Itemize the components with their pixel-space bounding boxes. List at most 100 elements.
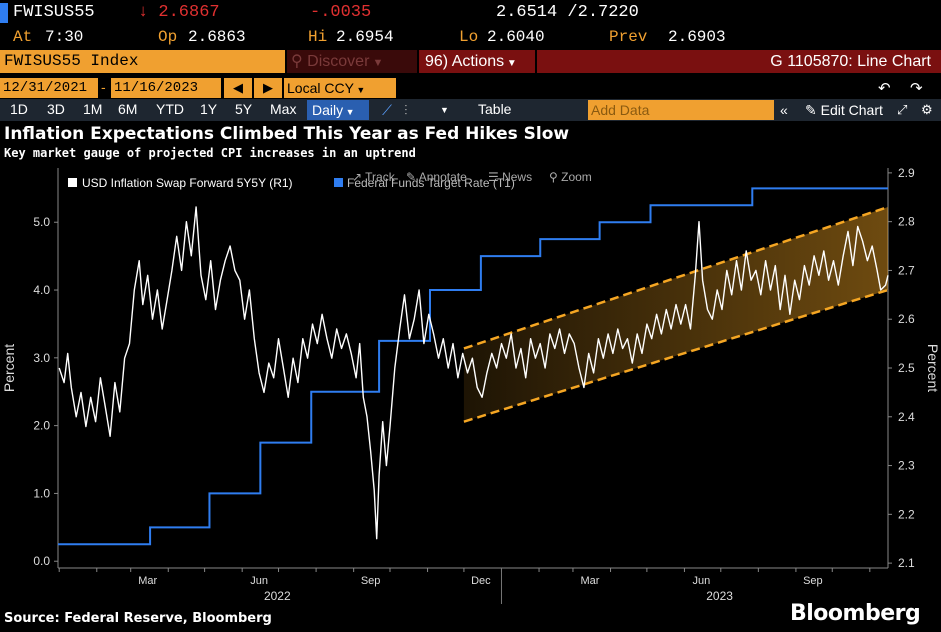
chevron-down-icon: ▼ [343,107,355,117]
period-ytd-button[interactable]: YTD [156,101,184,117]
news-tool[interactable]: ☰ News [488,170,532,184]
redo-icon[interactable]: ↷ [910,80,923,97]
prev-value: 2.6903 [668,28,726,46]
chevron-right-icon[interactable]: ▶ [254,78,282,98]
period-max-button[interactable]: Max [270,101,297,117]
x-tick-label: Jun [250,575,268,587]
ticker-marker [0,3,8,23]
ticker-bar: FWISUS55 ↓ 2.6867 -.0035 2.6514 /2.7220 [0,0,941,26]
price-change: -.0035 [310,3,372,22]
right-tick-label: 2.8 [898,215,915,229]
track-tool[interactable]: ↗ Track [352,170,396,184]
left-tick-label: 0.0 [33,554,50,568]
channel-fill [463,207,888,422]
legend-label-inflation: USD Inflation Swap Forward 5Y5Y (R1) [82,176,293,190]
right-tick-label: 2.4 [898,410,915,424]
function-title: G 1105870: Line Chart [537,50,941,73]
legend-swatch-inflation [68,178,77,187]
low-label: Lo [459,28,479,46]
chevron-down-icon: ▼ [504,58,517,69]
function-label: G 1105870: Line Chart [770,53,931,70]
x-tick-label: Jun [693,575,711,587]
last-price: ↓ 2.6867 [138,3,220,22]
start-date-field[interactable]: 12/31/2021 [0,78,98,98]
legend-swatch-fed [334,178,343,187]
period-1d-button[interactable]: 1D [10,101,28,117]
channel-upper-line [463,205,889,350]
stats-bar: At 7:30 Op 2.6863 Hi 2.6954 Lo 2.6040 Pr… [0,26,941,50]
discover-label: Discover [307,53,370,70]
x-tick-label: Sep [361,575,381,587]
line-chart-icon[interactable]: ⟋ [382,102,392,118]
actions-button[interactable]: 96) Actions ▼ [419,50,535,73]
end-date-field[interactable]: 11/16/2023 [111,78,221,98]
pencil-icon: ✎ [805,102,821,118]
right-tick-label: 2.2 [898,507,915,521]
at-value: 7:30 [45,28,84,46]
actions-label: Actions [451,53,505,70]
left-tick-label: 2.0 [33,419,50,433]
expand-icon[interactable]: ⤢ [897,102,908,117]
date-separator: - [101,79,106,95]
period-6m-button[interactable]: 6M [118,101,138,117]
chevron-left-icon[interactable]: ◀ [224,78,252,98]
period-3d-button[interactable]: 3D [47,101,65,117]
prev-label: Prev [609,28,648,46]
left-tick-label: 1.0 [33,486,50,500]
right-axis-label: Percent [925,344,941,392]
right-tick-label: 2.1 [898,556,915,570]
series-layer [58,187,889,546]
table-button[interactable]: Table [478,101,512,117]
edit-chart-label: Edit Chart [820,102,883,118]
open-value: 2.6863 [188,28,246,46]
currency-select[interactable]: Local CCY ▼ [284,78,396,98]
legend: USD Inflation Swap Forward 5Y5Y (R1) Fede… [68,170,592,190]
period-1y-button[interactable]: 1Y [200,101,218,117]
legend-label-fed: Federal Funds Target Rate (T1) [347,176,515,190]
chart-headline: Inflation Expectations Climbed This Year… [4,124,570,144]
right-tick-label: 2.7 [898,263,915,277]
left-tick-label: 4.0 [33,283,50,297]
left-tick-label: 5.0 [33,215,50,229]
search-icon: ⚲ [291,53,308,70]
period-bar: 1D 3D 1M 6M YTD 1Y 5Y Max Daily ▼ ⟋ ⫶ ▼ … [0,99,941,121]
frequency-value: Daily [312,102,344,118]
undo-icon[interactable]: ↶ [878,80,891,97]
collapse-icon[interactable]: « [780,102,788,118]
chart-subheadline: Key market gauge of projected CPI increa… [4,146,416,160]
chevron-down-icon: ▼ [369,57,384,69]
security-toolbar: FWISUS55 Index ⚲ Discover ▼ 96) Actions … [0,50,941,73]
right-tick-label: 2.9 [898,166,915,180]
right-axis: 2.1 2.2 2.3 2.4 2.5 2.6 2.7 2.8 2.9 Percent [887,166,941,570]
frequency-select[interactable]: Daily ▼ [307,100,369,120]
bid-ask: 2.6514 /2.7220 [496,3,639,22]
period-5y-button[interactable]: 5Y [235,101,253,117]
settings-icon[interactable]: ⚙ [921,102,933,117]
x-tick-label: Mar [580,575,599,587]
chevron-down-icon: ▼ [353,85,366,95]
x-tick-label: Mar [138,575,157,587]
year-label: 2023 [706,589,733,603]
bloomberg-logo: Bloomberg [790,601,921,626]
source-note: Source: Federal Reserve, Bloomberg [4,611,272,626]
annotate-tool[interactable]: ✎ Annotate [406,170,467,184]
left-axis-label: Percent [1,344,17,392]
bar-chart-icon[interactable]: ⫶ [404,102,408,118]
x-tick-label: Sep [803,575,823,587]
zoom-tool[interactable]: ⚲ Zoom [549,170,592,184]
x-tick-label: Dec [471,575,491,587]
currency-value: Local CCY [287,80,354,96]
discover-button[interactable]: ⚲ Discover ▼ [287,50,417,73]
fed-funds-line [58,187,888,546]
ticker-symbol[interactable]: FWISUS55 [13,3,95,22]
trend-channel [463,205,889,423]
add-data-input[interactable]: Add Data [588,100,774,120]
x-axis: Mar Jun Sep Dec Mar Jun Sep 2022 2023 [58,567,888,604]
period-1m-button[interactable]: 1M [83,101,103,117]
security-field[interactable]: FWISUS55 Index [0,50,285,73]
chevron-down-icon[interactable]: ▼ [440,105,449,115]
actions-number: 96) [425,53,449,70]
low-value: 2.6040 [487,28,545,46]
edit-chart-button[interactable]: ✎ Edit Chart [805,100,883,120]
